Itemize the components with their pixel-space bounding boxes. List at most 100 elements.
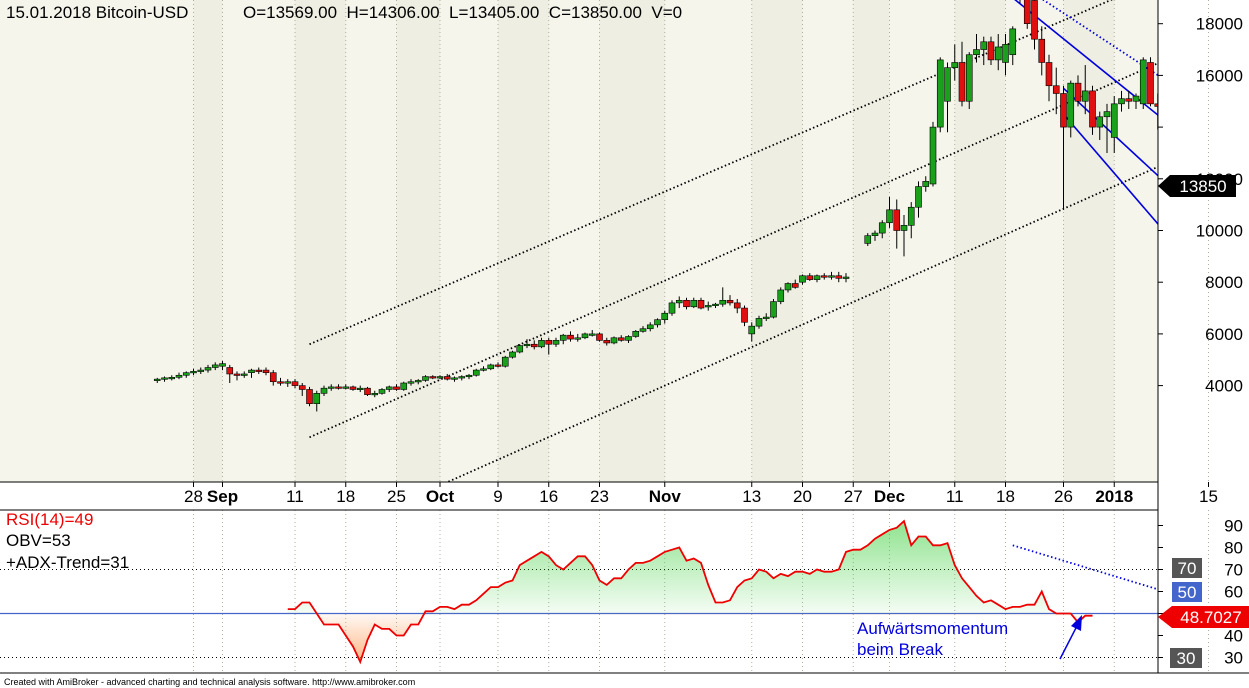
candle-body (1177, 112, 1183, 120)
candle (1191, 122, 1197, 153)
candle-body (552, 340, 560, 345)
candle-body (828, 275, 835, 278)
candle (465, 373, 473, 380)
candle-body (581, 333, 589, 339)
candle (958, 41, 966, 107)
candle (182, 371, 190, 378)
candle-body (1002, 44, 1009, 63)
candle (487, 363, 495, 371)
candle (1096, 111, 1104, 141)
candle (378, 388, 386, 395)
candle-body (1009, 28, 1017, 56)
candle-body (1023, 0, 1031, 25)
y-tick-label: 18000 (1196, 15, 1243, 34)
candle-body (559, 334, 567, 341)
candle (639, 326, 647, 333)
candle-body (284, 381, 292, 384)
rsi-last-value-box (1158, 606, 1249, 628)
candle-body (429, 376, 437, 379)
candle-body (335, 386, 342, 389)
candle (168, 375, 176, 381)
candle-body (929, 126, 937, 185)
x-tick-label: Oct (426, 487, 455, 506)
candle (1060, 85, 1067, 210)
x-tick-label: 15 (1199, 487, 1218, 506)
candle (545, 337, 553, 355)
ohlc-readout: O=13569.00 H=14306.00 L=13405.00 C=13850… (243, 3, 682, 22)
candle-body (697, 299, 705, 309)
candle (233, 371, 241, 381)
candle (559, 333, 567, 345)
x-tick-label: 20 (793, 487, 812, 506)
candle-body (436, 376, 444, 379)
candle-body (907, 206, 915, 226)
candle-body (893, 209, 901, 231)
candle (951, 44, 959, 81)
candle (784, 282, 792, 293)
candle-body (762, 316, 770, 319)
candle-body (422, 376, 429, 381)
candle-body (1139, 59, 1147, 105)
candle (523, 339, 531, 349)
candle-body (799, 275, 806, 283)
candle-body (755, 318, 763, 327)
candle-body (603, 340, 611, 344)
y-tick-label: 4000 (1205, 377, 1243, 396)
candle-body (712, 303, 719, 306)
week-stripe (599, 0, 665, 482)
candle-body (1169, 112, 1175, 120)
candle (980, 36, 988, 66)
candle-body (161, 377, 168, 380)
candle-body (639, 328, 647, 332)
candle-body (878, 222, 886, 234)
candle-body (567, 334, 574, 340)
candle-body (965, 54, 973, 102)
x-tick-label: Nov (649, 487, 682, 506)
candle-body (719, 299, 727, 305)
candle (190, 368, 197, 376)
rsi-line (287, 519, 1093, 665)
x-tick-label: 13 (742, 487, 761, 506)
rsi-y-tick-label: 80 (1224, 539, 1243, 558)
rsi-y-tick-label: 70 (1224, 561, 1243, 580)
x-tick-label: Dec (874, 487, 905, 506)
candle (1052, 67, 1060, 115)
rsi-series-label: RSI(14)=49 (6, 510, 93, 529)
candle (994, 34, 1002, 71)
candle (349, 385, 357, 391)
candle (733, 299, 741, 314)
candle (610, 336, 618, 345)
candle-body (349, 386, 357, 390)
candle (385, 385, 393, 393)
level-70-label: 70 (1178, 559, 1197, 578)
candle-body (864, 235, 872, 244)
candle (175, 372, 183, 380)
candle-body (661, 312, 669, 320)
candle (414, 379, 422, 385)
candle-body (886, 209, 893, 224)
candle (509, 350, 516, 359)
x-tick-label: 11 (946, 487, 964, 506)
candle-body (400, 382, 408, 390)
level-70-box (1172, 558, 1202, 578)
trendline-1 (309, 62, 1158, 439)
footer-credit: Created with AmiBroker - advanced charti… (4, 677, 415, 687)
level-50-label: 50 (1178, 583, 1197, 602)
candle-body (407, 381, 415, 384)
x-tick-label: 18 (996, 487, 1015, 506)
x-tick-label: 9 (493, 487, 502, 506)
candle (596, 332, 603, 342)
candle (530, 340, 538, 350)
candle-body (690, 299, 698, 308)
candle (777, 287, 785, 305)
candle-body (741, 307, 748, 323)
candle-body (443, 376, 451, 380)
candle (871, 230, 879, 241)
candle (712, 302, 719, 309)
candle (1125, 90, 1133, 110)
candle (262, 367, 270, 376)
chart-title: 15.01.2018 Bitcoin-USD (6, 3, 188, 22)
adx-label: +ADX-Trend=31 (6, 553, 129, 572)
candle-body (327, 386, 335, 389)
